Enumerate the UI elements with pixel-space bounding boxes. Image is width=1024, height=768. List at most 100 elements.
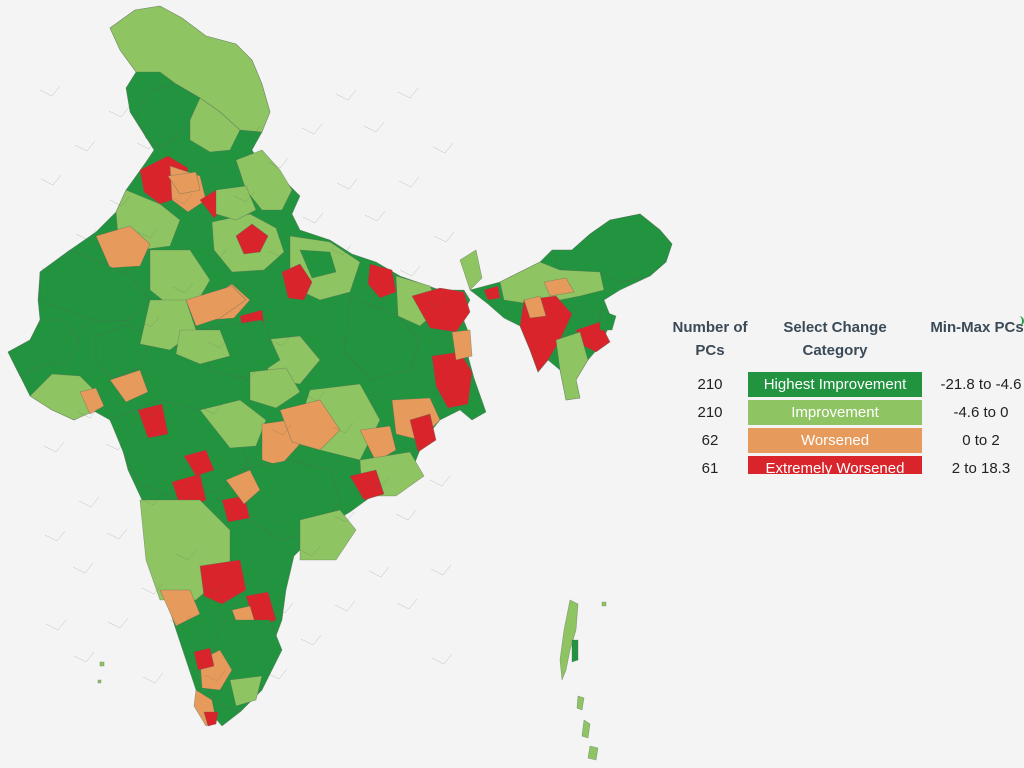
gujarat-kutch[interactable] — [7, 319, 81, 377]
karnataka-orange[interactable] — [159, 589, 201, 627]
district-boundary-line — [73, 651, 95, 663]
district-boundary-line — [172, 282, 194, 294]
legend-range: 2 to 18.3 — [951, 460, 1011, 474]
tn-red-2[interactable] — [193, 647, 215, 671]
district-boundary-line — [78, 496, 100, 508]
mp-orange-1[interactable] — [185, 285, 247, 327]
north-ladakh[interactable] — [109, 5, 271, 133]
district-boundary-line — [173, 371, 195, 383]
district-boundary-line — [74, 140, 96, 152]
central-light-3[interactable] — [175, 329, 231, 365]
legend-row-worsened[interactable]: 62 Worsened 0 to 2 — [668, 428, 1024, 453]
north-light-strip[interactable] — [215, 185, 257, 221]
rajasthan-green[interactable] — [39, 249, 151, 323]
legend-row-highest-improvement[interactable]: 210 Highest Improvement -21.8 to -4.6 — [668, 372, 1024, 397]
lakshadweep-2[interactable] — [97, 679, 102, 684]
district-boundary-line — [138, 316, 160, 328]
himachal-light[interactable] — [189, 97, 241, 153]
nicobar-1[interactable] — [581, 719, 591, 739]
ne-light[interactable] — [555, 331, 589, 401]
ne-orange[interactable] — [523, 295, 547, 319]
district-boundary-line — [233, 191, 255, 203]
wb-orange[interactable] — [451, 329, 473, 361]
sikkim-red[interactable] — [483, 285, 501, 301]
district-boundary-line — [108, 106, 130, 118]
district-boundary-line — [401, 443, 423, 455]
tn-red-tip[interactable] — [203, 711, 219, 727]
district-boundary-line — [301, 123, 323, 135]
andaman-1[interactable] — [559, 599, 579, 681]
category-button-highest-improvement[interactable]: Highest Improvement — [748, 372, 922, 397]
district-boundary-line — [238, 636, 260, 648]
odisha-red[interactable] — [409, 413, 437, 453]
wb-red[interactable] — [411, 287, 471, 333]
jharkhand-green[interactable] — [343, 295, 421, 381]
central-light-1[interactable] — [249, 367, 301, 409]
district-boundary-line — [299, 545, 321, 557]
ap-red[interactable] — [349, 469, 385, 501]
up-green-patch[interactable] — [299, 249, 337, 279]
assam-orange[interactable] — [543, 277, 575, 297]
category-button-extremely-worsened[interactable]: Extremely Worsened — [748, 456, 922, 474]
district-boundary-line — [204, 670, 226, 682]
district-boundary-line — [431, 653, 453, 665]
north-himachal[interactable] — [135, 83, 201, 149]
chhattisgarh-orange[interactable] — [359, 425, 397, 463]
gujarat-orange-dot[interactable] — [79, 387, 105, 415]
district-boundary-line — [107, 617, 129, 629]
up-red-1[interactable] — [235, 223, 269, 255]
district-boundary-line — [365, 299, 387, 311]
legend-row-extremely-worsened[interactable]: 61 Extremely Worsened 2 to 18.3 — [668, 456, 1024, 474]
nicobar-3[interactable] — [576, 695, 585, 711]
district-boundary-line — [170, 104, 192, 116]
legend-count: 62 — [701, 432, 719, 449]
up-red-2[interactable] — [281, 263, 313, 301]
category-button-worsened[interactable]: Worsened — [748, 428, 922, 453]
district-boundary-line — [366, 388, 388, 400]
legend-range: 0 to 2 — [962, 432, 1000, 449]
map-canvas[interactable] — [0, 0, 700, 768]
tn-light[interactable] — [229, 675, 263, 707]
ne-green-tip[interactable] — [599, 309, 617, 331]
district-boundary-line — [272, 602, 294, 614]
district-boundary-line — [395, 509, 417, 521]
district-boundary-line — [267, 157, 289, 169]
andaman-2[interactable] — [571, 639, 579, 663]
hp-orange[interactable] — [167, 171, 201, 195]
rajasthan-orange[interactable] — [95, 225, 151, 269]
legend-header-category: Select Change Category — [783, 319, 887, 359]
ap-light[interactable] — [299, 509, 357, 561]
assam-light-2[interactable] — [459, 249, 483, 291]
legend: Number of PCs Select Change Category Min… — [668, 312, 1024, 474]
central-light-2[interactable] — [279, 399, 341, 451]
district-boundary-line — [269, 335, 291, 347]
maha-red-1[interactable] — [137, 403, 169, 439]
island-dot[interactable] — [601, 601, 607, 607]
bihar-red[interactable] — [367, 263, 397, 299]
district-boundary-line — [429, 475, 451, 487]
nicobar-2[interactable] — [587, 745, 599, 761]
maha-orange-1[interactable] — [109, 369, 149, 403]
district-boundary-line — [205, 159, 227, 171]
district-boundary-line — [332, 422, 354, 434]
district-boundary-line — [203, 581, 225, 593]
gujarat-east[interactable] — [95, 323, 151, 379]
legend-row-improvement[interactable]: 210 Improvement -4.6 to 0 — [668, 400, 1024, 425]
district-boundary-line — [137, 227, 159, 239]
constituency-regions[interactable] — [7, 5, 673, 761]
legend-scroll-indicator — [1016, 316, 1024, 326]
district-boundary-line — [271, 513, 293, 525]
district-boundary-line — [331, 333, 353, 345]
maha-red-3[interactable] — [183, 449, 215, 477]
karnataka-red[interactable] — [199, 559, 247, 605]
district-boundary-line — [333, 511, 355, 523]
district-boundary-line — [363, 121, 385, 133]
maha-light-1[interactable] — [199, 399, 267, 449]
category-button-improvement[interactable]: Improvement — [748, 400, 922, 425]
legend-count: 210 — [697, 376, 723, 393]
india-choropleth-map[interactable] — [0, 0, 700, 768]
telangana-orange[interactable] — [225, 469, 261, 505]
district-boundary-line — [171, 193, 193, 205]
lakshadweep-1[interactable] — [99, 661, 105, 667]
district-boundary-line — [399, 265, 421, 277]
